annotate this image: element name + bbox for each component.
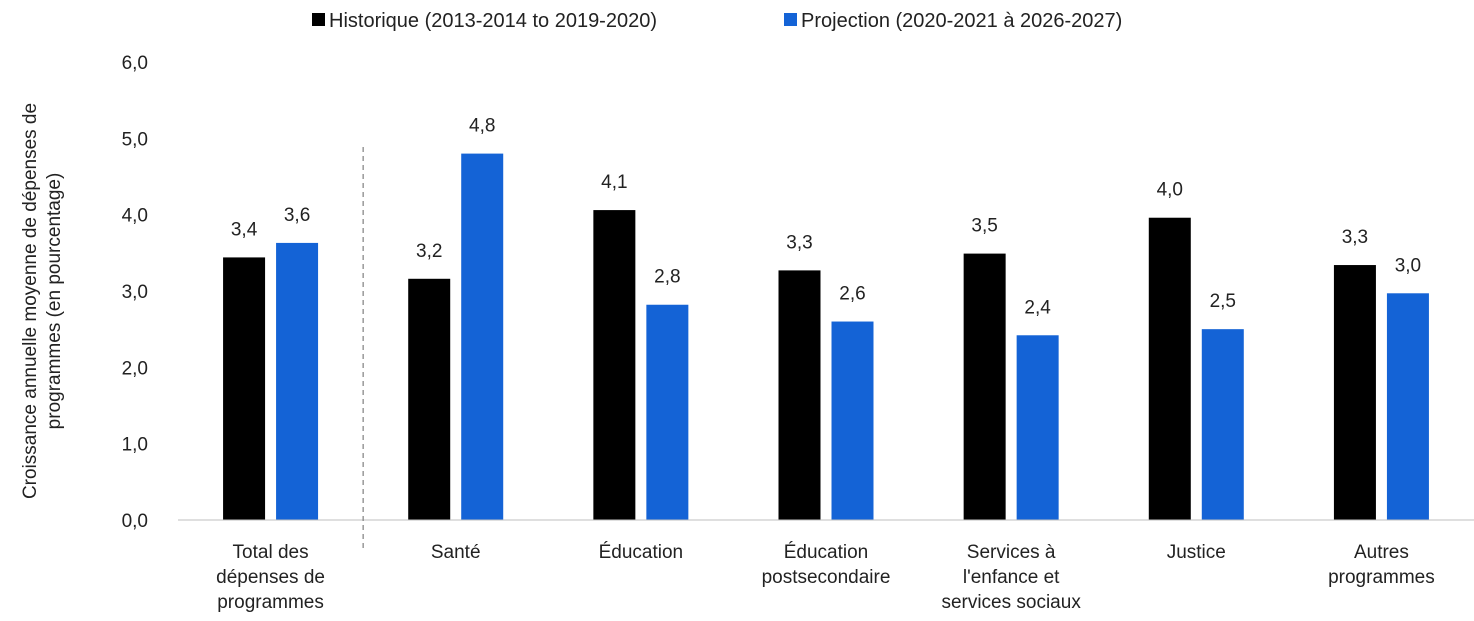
data-label: 3,3 (786, 232, 812, 253)
data-label: 4,8 (469, 116, 495, 137)
bar-projection (1201, 329, 1244, 520)
y-tick-label: 6,0 (122, 53, 148, 74)
bar-projection (276, 242, 319, 520)
bar-projection (1016, 335, 1059, 520)
legend-swatch-historique (312, 13, 325, 26)
category-label: Santé (431, 542, 481, 563)
bar-projection (646, 304, 689, 520)
data-label: 4,1 (601, 172, 627, 193)
data-label: 3,3 (1342, 227, 1368, 248)
legend-label: Historique (2013-2014 to 2019-2020) (329, 10, 657, 32)
category-label: services sociaux (941, 592, 1081, 613)
y-tick-label: 0,0 (122, 511, 148, 532)
data-label: 3,5 (971, 216, 997, 237)
category-label: programmes (217, 592, 324, 613)
data-label: 3,4 (231, 219, 258, 240)
legend-label: Projection (2020-2021 à 2026-2027) (801, 10, 1122, 32)
bar-projection (831, 321, 874, 520)
data-label: 2,4 (1024, 297, 1051, 318)
category-label: Services à (967, 542, 1056, 563)
y-tick-label: 3,0 (122, 282, 148, 303)
y-tick-label: 1,0 (122, 435, 148, 456)
y-tick-label: 2,0 (122, 358, 148, 379)
category-label: Total des (233, 542, 309, 563)
y-tick-label: 4,0 (122, 206, 148, 227)
category-label: dépenses de (216, 567, 325, 588)
bar-historique (963, 253, 1006, 520)
bar-historique (1148, 217, 1191, 520)
data-label: 3,2 (416, 241, 442, 262)
data-label: 2,5 (1210, 291, 1236, 312)
data-label: 2,8 (654, 267, 680, 288)
category-label: l'enfance et (963, 567, 1060, 588)
y-axis-title-line: Croissance annuelle moyenne de dépenses … (20, 103, 41, 499)
data-label: 3,0 (1395, 255, 1421, 276)
legend: Historique (2013-2014 to 2019-2020) Proje… (312, 10, 1122, 32)
bar-historique (223, 257, 266, 520)
y-tick-label: 5,0 (122, 129, 148, 150)
category-label: postsecondaire (762, 567, 891, 588)
data-labels: 3,4 3,6 3,2 4,8 4,1 2,8 3,3 2,6 3,5 2,4 4,0 2,5 3,3 3… (231, 116, 1421, 319)
y-axis: 0,0 1,0 2,0 3,0 4,0 5,0 6,0 (122, 53, 148, 532)
bar-historique (778, 270, 821, 520)
data-label: 3,6 (284, 205, 310, 226)
data-label: 4,0 (1157, 180, 1183, 201)
category-label: programmes (1328, 567, 1435, 588)
y-axis-label: Croissance annuelle moyenne de dépenses … (20, 103, 65, 499)
y-axis-title-line: programmes (en pourcentage) (44, 173, 65, 430)
legend-swatch-projection (784, 13, 797, 26)
category-label: Justice (1167, 542, 1226, 563)
x-axis: Total des dépenses de programmes Santé Éduca… (178, 147, 1474, 613)
category-label: Éducation (599, 542, 684, 563)
category-label: Éducation (784, 542, 869, 563)
bar-projection (1386, 293, 1429, 520)
bar-projection (461, 153, 504, 520)
bar-historique (593, 210, 636, 520)
bar-historique (1333, 265, 1376, 520)
bar-historique (408, 278, 451, 520)
bars (223, 153, 1429, 520)
category-label: Autres (1354, 542, 1409, 563)
data-label: 2,6 (839, 284, 865, 305)
